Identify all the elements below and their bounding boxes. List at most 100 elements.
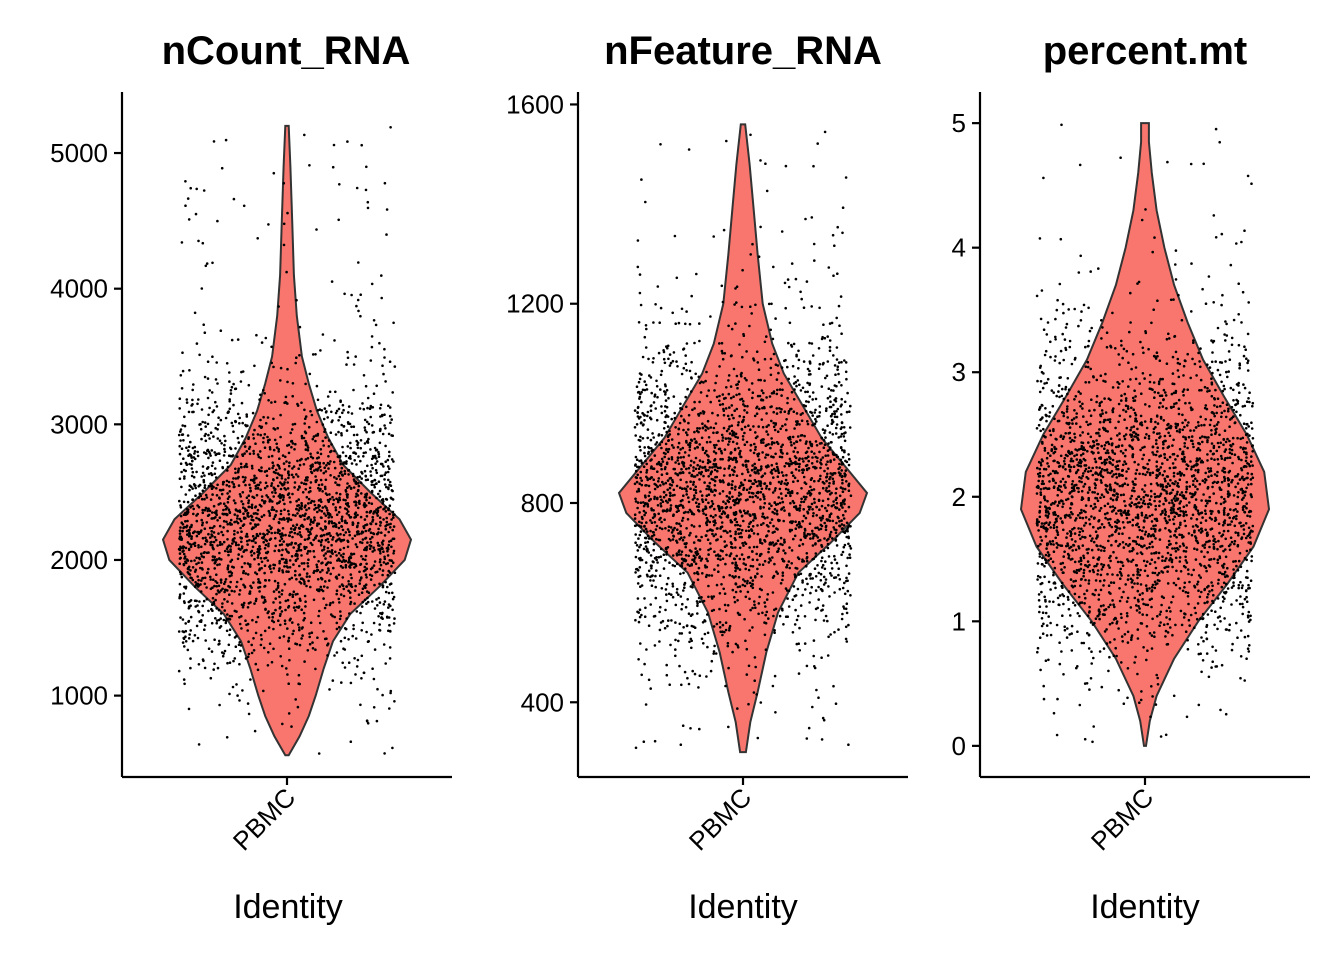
data-point (200, 408, 204, 411)
data-point (749, 133, 752, 137)
data-point (811, 544, 815, 547)
data-point (228, 661, 232, 664)
data-point (734, 512, 738, 516)
data-point (373, 485, 377, 489)
data-point (387, 591, 391, 595)
data-point (300, 436, 304, 440)
data-point (349, 556, 353, 560)
data-point (696, 473, 699, 477)
data-point (835, 501, 839, 505)
data-point (326, 509, 329, 512)
data-point (381, 585, 385, 589)
data-point (830, 389, 833, 392)
data-point (332, 536, 335, 539)
data-point (716, 414, 720, 417)
data-point (785, 565, 788, 569)
data-point (337, 483, 341, 487)
data-point (209, 543, 212, 547)
data-point (814, 542, 817, 545)
data-point (790, 549, 794, 552)
data-point (179, 430, 182, 433)
data-point (329, 431, 333, 435)
data-point (375, 598, 378, 601)
data-point (381, 573, 384, 577)
data-point (338, 521, 341, 524)
data-point (795, 524, 799, 527)
data-point (651, 560, 655, 563)
data-point (708, 481, 712, 485)
data-point (829, 459, 832, 462)
data-point (847, 463, 851, 467)
data-point (280, 537, 284, 541)
data-point (319, 540, 323, 544)
data-point (300, 481, 303, 485)
data-point (178, 529, 182, 532)
data-point (841, 478, 844, 482)
data-point (306, 457, 310, 460)
data-point (657, 351, 661, 355)
data-point (375, 511, 379, 515)
data-point (656, 470, 659, 474)
data-point (209, 676, 213, 680)
data-point (262, 596, 266, 599)
data-point (771, 337, 775, 341)
data-point (797, 469, 801, 472)
data-point (707, 493, 711, 497)
data-point (181, 546, 185, 550)
data-point (682, 571, 685, 575)
data-point (195, 187, 198, 191)
data-point (235, 580, 239, 584)
data-point (234, 447, 237, 450)
data-point (365, 630, 368, 634)
data-point (749, 514, 752, 517)
data-point (273, 428, 277, 431)
data-point (775, 570, 778, 573)
data-point (680, 607, 683, 611)
data-point (672, 446, 675, 449)
data-point (365, 165, 368, 169)
data-point (363, 495, 367, 499)
data-point (644, 511, 647, 515)
data-point (356, 521, 360, 525)
data-point (768, 395, 772, 398)
data-point (180, 241, 184, 244)
data-point (840, 475, 844, 479)
data-point (390, 458, 394, 461)
data-point (821, 486, 825, 490)
data-point (370, 282, 374, 286)
data-point (388, 454, 391, 458)
data-point (192, 475, 196, 479)
data-point (272, 508, 276, 512)
data-point (263, 629, 267, 633)
data-point (258, 581, 262, 585)
data-point (734, 432, 738, 436)
data-point (712, 462, 715, 466)
data-point (384, 471, 388, 474)
data-point (714, 422, 718, 425)
data-point (316, 578, 320, 581)
data-point (774, 317, 777, 320)
data-point (702, 381, 705, 384)
data-point (692, 466, 695, 469)
data-point (359, 293, 363, 297)
data-point (713, 446, 717, 449)
data-point (817, 347, 821, 350)
data-point (818, 477, 822, 481)
data-point (341, 411, 344, 415)
data-point (734, 642, 738, 646)
data-point (221, 587, 224, 591)
data-point (260, 560, 264, 564)
data-point (266, 484, 269, 488)
data-point (712, 443, 716, 447)
data-point (253, 474, 256, 478)
data-point (370, 463, 373, 467)
data-point (266, 664, 270, 667)
data-point (201, 489, 205, 493)
data-point (841, 455, 845, 459)
x-category-label: PBMC (683, 782, 757, 856)
data-point (745, 411, 749, 414)
data-point (263, 433, 267, 436)
data-point (767, 529, 770, 533)
data-point (305, 476, 308, 479)
data-point (643, 446, 646, 449)
